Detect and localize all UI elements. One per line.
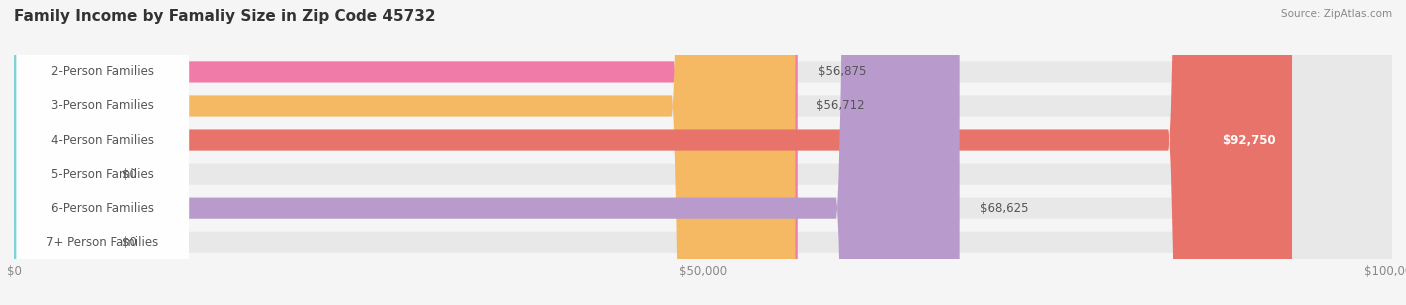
- FancyBboxPatch shape: [14, 0, 1392, 305]
- FancyBboxPatch shape: [14, 0, 97, 305]
- Text: $56,712: $56,712: [815, 99, 865, 113]
- FancyBboxPatch shape: [17, 0, 188, 305]
- FancyBboxPatch shape: [14, 0, 1392, 305]
- FancyBboxPatch shape: [14, 0, 796, 305]
- Text: 6-Person Families: 6-Person Families: [51, 202, 153, 215]
- Text: 4-Person Families: 4-Person Families: [51, 134, 153, 146]
- Text: 3-Person Families: 3-Person Families: [51, 99, 153, 113]
- Text: $68,625: $68,625: [980, 202, 1029, 215]
- Text: $56,875: $56,875: [818, 66, 866, 78]
- Text: 7+ Person Families: 7+ Person Families: [46, 236, 159, 249]
- Text: $0: $0: [121, 236, 136, 249]
- FancyBboxPatch shape: [14, 0, 97, 305]
- Text: $92,750: $92,750: [1222, 134, 1275, 146]
- FancyBboxPatch shape: [17, 0, 188, 305]
- Text: $0: $0: [121, 168, 136, 181]
- FancyBboxPatch shape: [14, 0, 1392, 305]
- FancyBboxPatch shape: [17, 0, 188, 305]
- Text: 5-Person Families: 5-Person Families: [51, 168, 153, 181]
- FancyBboxPatch shape: [17, 0, 188, 305]
- FancyBboxPatch shape: [17, 0, 188, 305]
- FancyBboxPatch shape: [17, 0, 188, 305]
- FancyBboxPatch shape: [14, 0, 1392, 305]
- FancyBboxPatch shape: [14, 0, 1392, 305]
- FancyBboxPatch shape: [14, 0, 960, 305]
- FancyBboxPatch shape: [14, 0, 1292, 305]
- Text: 2-Person Families: 2-Person Families: [51, 66, 153, 78]
- FancyBboxPatch shape: [14, 0, 797, 305]
- FancyBboxPatch shape: [14, 0, 1392, 305]
- Text: Source: ZipAtlas.com: Source: ZipAtlas.com: [1281, 9, 1392, 19]
- Text: Family Income by Famaliy Size in Zip Code 45732: Family Income by Famaliy Size in Zip Cod…: [14, 9, 436, 24]
